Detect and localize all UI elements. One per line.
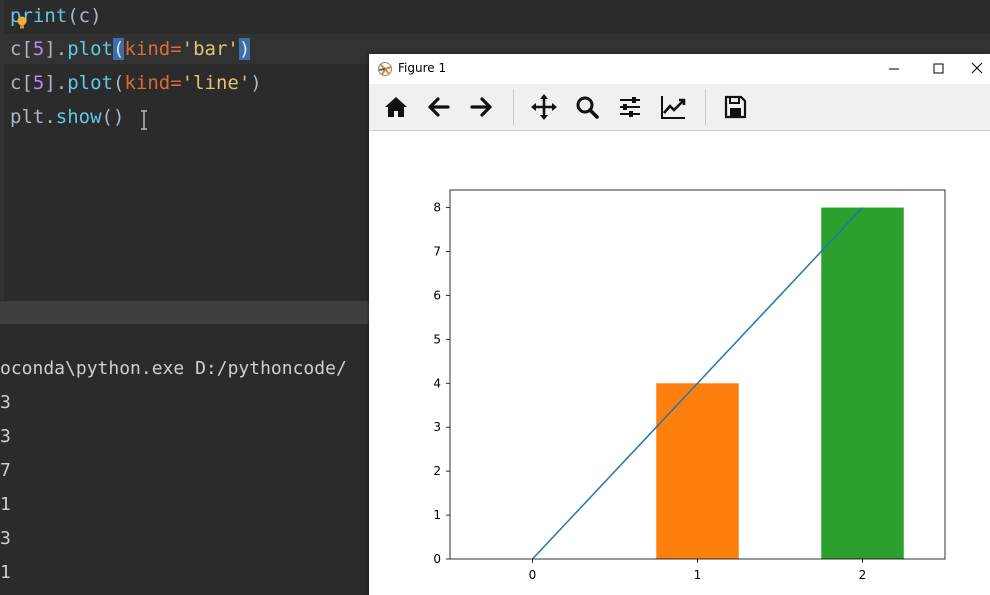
code-token: ].	[44, 72, 68, 94]
y-tick-label: 0	[433, 552, 441, 566]
forward-button[interactable]	[465, 91, 497, 123]
code-token: c[	[10, 38, 33, 60]
code-token-string: 'bar'	[181, 38, 239, 60]
y-tick-label: 8	[433, 201, 441, 215]
code-token: ].	[44, 38, 68, 60]
toolbar-separator	[705, 89, 706, 125]
edit-axis-button[interactable]	[657, 91, 689, 123]
figure-toolbar	[369, 84, 990, 131]
maximize-icon	[933, 63, 944, 74]
bar	[656, 383, 739, 559]
console-line: 1	[0, 494, 11, 515]
maximize-button[interactable]	[916, 54, 960, 84]
x-tick-label: 2	[859, 568, 867, 582]
code-line-4[interactable]: plt.show()	[10, 102, 124, 132]
console-line: 3	[0, 392, 11, 413]
code-line-3[interactable]: c[5].plot(kind='line')	[10, 68, 262, 98]
code-token-paren: )	[238, 38, 251, 60]
subplots-config-button[interactable]	[614, 91, 646, 123]
code-token-fn: plot	[67, 72, 113, 94]
code-token-fn: show	[55, 106, 102, 128]
code-token: (c)	[67, 5, 102, 27]
code-token: ()	[101, 106, 125, 128]
code-token-string: 'line'	[181, 72, 251, 94]
close-button[interactable]	[960, 54, 990, 84]
code-token: plt.	[10, 106, 56, 128]
code-token-number: 5	[32, 72, 45, 94]
minimize-icon	[889, 68, 899, 70]
x-tick-label: 1	[694, 568, 702, 582]
code-token-kwarg: kind=	[124, 38, 182, 60]
line-series	[531, 207, 864, 560]
code-token-paren: (	[113, 38, 125, 60]
back-button[interactable]	[423, 91, 455, 123]
console-line: 3	[0, 528, 11, 549]
y-tick-label: 1	[433, 508, 441, 522]
console-line: 3	[0, 426, 11, 447]
lightbulb-icon[interactable]	[16, 16, 28, 30]
save-icon	[724, 95, 747, 119]
pan-icon	[531, 94, 557, 120]
edit-axis-icon	[661, 96, 686, 119]
x-tick-label: 0	[529, 568, 537, 582]
console-line: oconda\python.exe D:/pythoncode/	[0, 358, 347, 379]
home-icon	[385, 97, 407, 117]
console-line: 7	[0, 460, 11, 481]
console-line: 1	[0, 562, 11, 583]
editor-gutter	[0, 0, 4, 300]
code-token-fn: plot	[67, 38, 113, 60]
home-button[interactable]	[380, 91, 412, 123]
subplots-config-icon	[620, 97, 640, 117]
code-token: )	[250, 72, 262, 94]
y-tick-label: 6	[433, 288, 441, 302]
plot-canvas[interactable]: 0 1 2 3 4 5 6 7 8 0 1 2	[369, 131, 990, 595]
y-tick-label: 7	[433, 245, 441, 259]
y-tick-label: 5	[433, 332, 441, 346]
code-token: c[	[10, 72, 33, 94]
pan-button[interactable]	[528, 91, 560, 123]
close-icon	[971, 62, 983, 74]
code-token-kwarg: kind=	[124, 72, 182, 94]
minimize-button[interactable]	[872, 54, 916, 84]
window-title: Figure 1	[398, 61, 447, 75]
text-cursor-icon	[141, 110, 147, 130]
window-titlebar[interactable]: Figure 1	[369, 54, 990, 84]
matplotlib-logo-icon	[378, 62, 392, 76]
code-token: (	[113, 72, 125, 94]
y-tick-label: 3	[433, 420, 441, 434]
toolbar-separator	[513, 89, 514, 125]
bar	[821, 207, 904, 560]
y-tick-label: 2	[433, 464, 441, 478]
y-tick-label: 4	[433, 376, 441, 390]
back-arrow-icon	[428, 97, 450, 117]
zoom-button[interactable]	[571, 91, 603, 123]
figure-window[interactable]: Figure 1	[369, 54, 990, 595]
zoom-icon	[576, 96, 599, 119]
save-button[interactable]	[719, 91, 751, 123]
code-token-number: 5	[32, 38, 45, 60]
forward-arrow-icon	[470, 97, 492, 117]
